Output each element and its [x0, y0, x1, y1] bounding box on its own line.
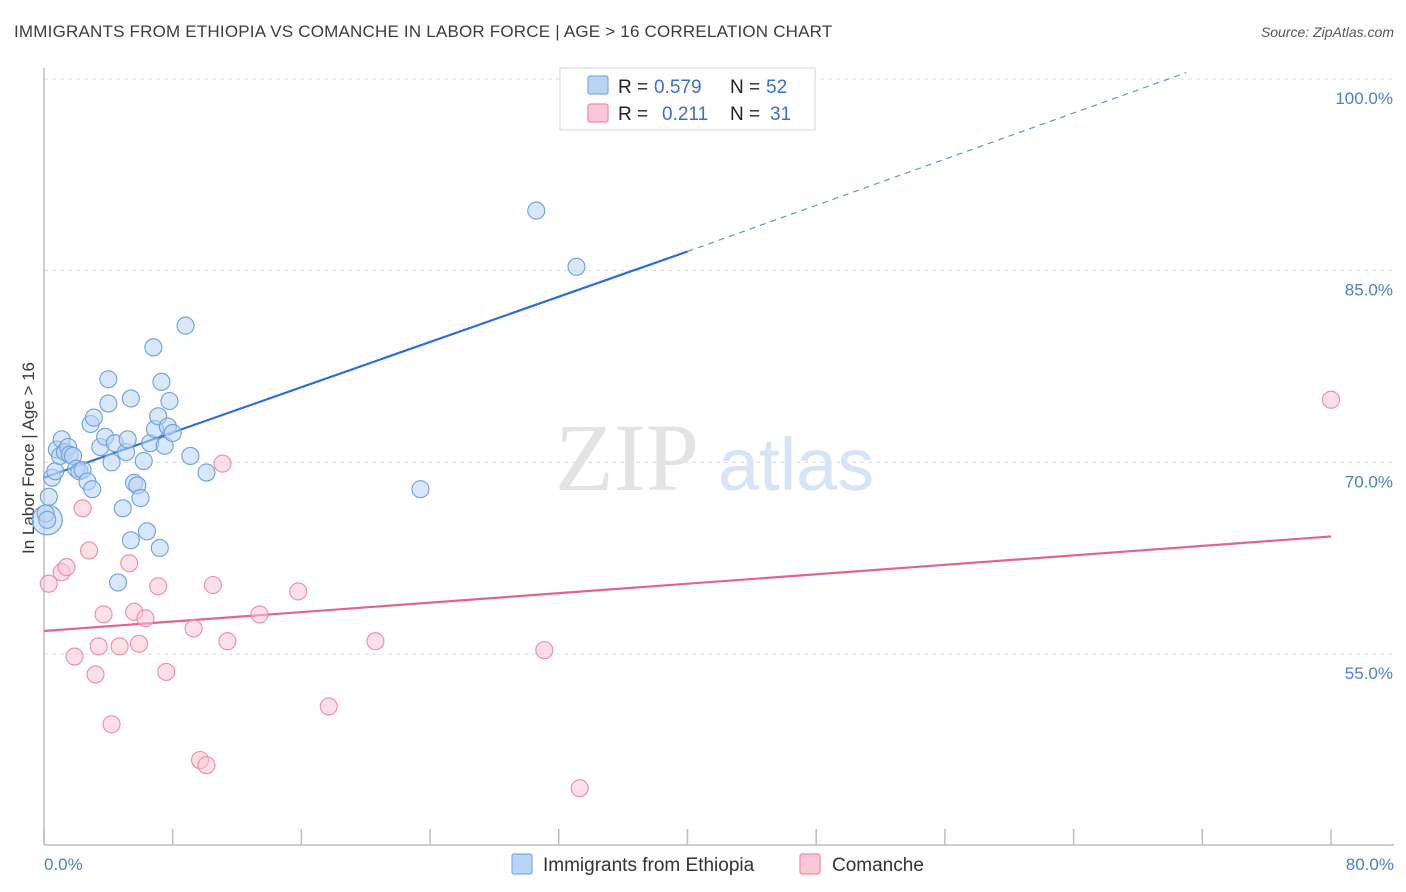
point-0-44 [160, 391, 179, 411]
y-tick-label-3: 55.0% [1345, 664, 1393, 683]
point-0-48 [197, 463, 216, 482]
legend-n-value-comanche: 31 [770, 104, 791, 125]
point-0-2 [39, 487, 58, 506]
point-1-25 [319, 697, 338, 716]
bottom-legend-label-ethiopia: Immigrants from Ethiopia [543, 855, 755, 876]
point-1-5 [79, 541, 99, 560]
point-1-24 [289, 582, 308, 601]
legend-n-value-ethiopia: 52 [766, 77, 787, 98]
point-0-1 [38, 510, 57, 529]
point-1-27 [535, 641, 554, 660]
x-ticks [43, 829, 1332, 845]
bottom-legend-label-comanche: Comanche [832, 855, 924, 876]
point-1-29 [1321, 390, 1341, 409]
point-1-20 [203, 575, 222, 595]
point-0-51 [567, 257, 586, 276]
point-1-10 [110, 637, 129, 656]
point-0-26 [113, 499, 132, 518]
legend-r-value-comanche: 0.211 [662, 104, 708, 125]
trend-line-1 [43, 535, 1332, 633]
legend-r-label-ethiopia: R = [618, 77, 648, 98]
x-tick-label-max: 80.0% [1346, 855, 1394, 874]
point-1-15 [149, 577, 168, 596]
data-points [31, 201, 1341, 798]
x-tick-label-min: 0.0% [44, 855, 83, 874]
watermark-atlas: atlas [718, 423, 874, 506]
trend-lines [43, 72, 1332, 633]
legend-r-label-comanche: R = [618, 104, 648, 125]
point-1-22 [218, 632, 237, 651]
point-0-46 [176, 316, 195, 335]
source-credit: Source: ZipAtlas.com [1260, 24, 1394, 40]
point-0-40 [150, 538, 169, 557]
y-tick-label-1: 85.0% [1345, 281, 1393, 300]
trend-extension-0 [687, 72, 1187, 253]
point-1-11 [120, 554, 139, 573]
legend-r-value-ethiopia: 0.579 [654, 77, 702, 98]
bottom-legend-swatch-ethiopia [511, 853, 533, 875]
point-1-2 [57, 558, 76, 577]
point-0-23 [102, 453, 121, 472]
point-0-34 [134, 452, 153, 471]
point-1-9 [102, 715, 121, 734]
point-0-47 [181, 446, 200, 465]
point-0-16 [83, 480, 102, 499]
point-0-29 [121, 389, 140, 408]
y-tick-label-0: 100.0% [1335, 89, 1393, 108]
point-1-7 [89, 637, 108, 656]
legend-n-label-comanche: N = [730, 104, 760, 125]
point-1-3 [65, 647, 84, 666]
point-0-41 [152, 372, 171, 391]
point-1-26 [366, 632, 385, 651]
gridlines [44, 78, 1394, 655]
point-1-4 [73, 499, 92, 518]
legend-n-label-ethiopia: N = [730, 77, 760, 98]
point-1-28 [570, 779, 589, 798]
bottom-legend-swatch-comanche [799, 853, 821, 875]
point-1-8 [94, 605, 113, 624]
point-1-16 [157, 662, 176, 681]
point-0-49 [411, 480, 430, 499]
point-0-4 [46, 462, 65, 481]
point-1-6 [86, 665, 105, 684]
point-0-25 [108, 573, 128, 592]
legend-swatch-comanche [587, 103, 609, 123]
point-1-19 [197, 756, 216, 775]
point-0-42 [155, 436, 174, 455]
legend-box: R = 0.579 N = 52 R = 0.211 N = 31 [559, 67, 816, 131]
bottom-legend: Immigrants from Ethiopia Comanche [511, 853, 924, 876]
watermark-zip: ZIP [555, 404, 699, 511]
y-tick-label-2: 70.0% [1345, 472, 1393, 491]
point-0-50 [527, 201, 546, 220]
point-1-23 [250, 605, 269, 624]
point-1-14 [136, 609, 155, 628]
point-1-17 [184, 619, 203, 638]
point-0-37 [144, 338, 163, 357]
point-0-21 [99, 394, 118, 413]
point-0-45 [163, 423, 182, 442]
point-0-22 [99, 370, 118, 389]
point-1-13 [129, 634, 148, 653]
point-0-18 [84, 408, 103, 427]
y-tick-labels: 100.0% 85.0% 70.0% 55.0% [1335, 89, 1393, 683]
point-0-35 [137, 522, 157, 541]
point-0-30 [121, 531, 140, 550]
point-1-0 [39, 574, 58, 593]
y-axis-label: In Labor Force | Age > 16 [19, 362, 38, 554]
point-0-33 [131, 489, 150, 508]
point-1-21 [213, 454, 232, 473]
chart-title: IMMIGRANTS FROM ETHIOPIA VS COMANCHE IN … [14, 22, 833, 41]
legend-swatch-ethiopia [587, 75, 609, 95]
point-0-28 [118, 430, 137, 449]
